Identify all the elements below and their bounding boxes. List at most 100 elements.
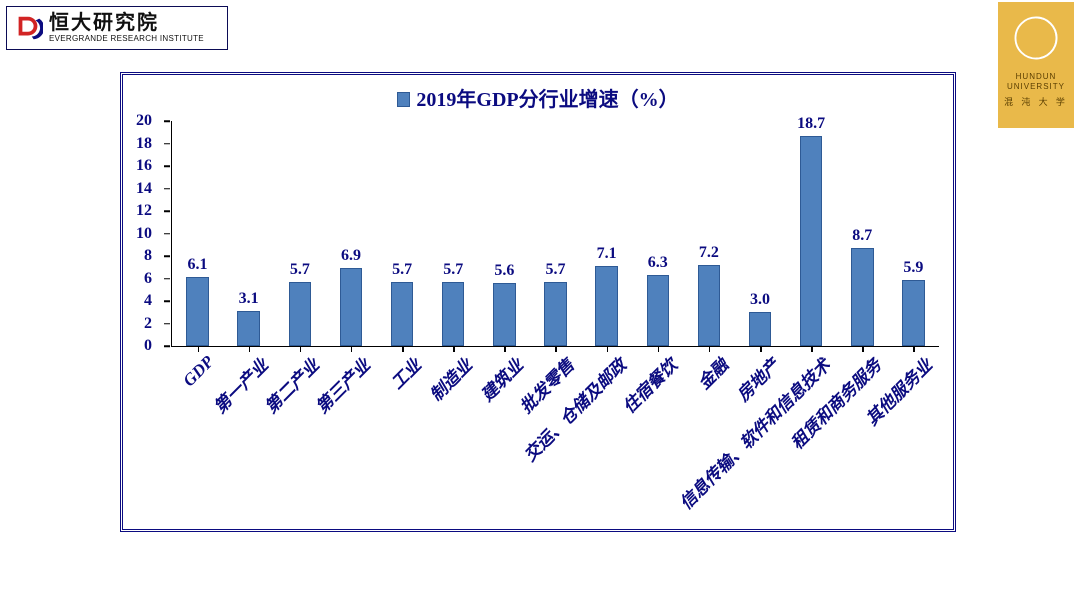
bar-value-label: 3.1 bbox=[239, 290, 259, 308]
bar-slot: 5.6建筑业 bbox=[479, 121, 530, 346]
brand-left-mark bbox=[13, 13, 43, 43]
chart-plot-area: 024681012141618206.1GDP3.1第一产业5.7第二产业6.9… bbox=[171, 121, 939, 347]
y-tick-label: 8 bbox=[144, 247, 152, 265]
x-tick-mark bbox=[198, 346, 200, 352]
y-tick-label: 10 bbox=[136, 225, 152, 243]
x-tick-mark bbox=[351, 346, 353, 352]
bar-value-label: 3.0 bbox=[750, 291, 770, 309]
y-tick-label: 4 bbox=[144, 292, 152, 310]
bar-value-label: 5.7 bbox=[392, 261, 412, 279]
brand-left-text: 恒大研究院 EVERGRANDE RESEARCH INSTITUTE bbox=[49, 13, 204, 43]
bar-value-label: 5.7 bbox=[545, 261, 565, 279]
x-tick-mark bbox=[811, 346, 813, 352]
brand-left-badge: 恒大研究院 EVERGRANDE RESEARCH INSTITUTE bbox=[6, 6, 228, 50]
y-tick-label: 20 bbox=[136, 112, 152, 130]
bar: 5.6 bbox=[493, 283, 515, 346]
y-tick-label: 6 bbox=[144, 270, 152, 288]
bar-slot: 5.7批发零售 bbox=[530, 121, 581, 346]
bar-value-label: 8.7 bbox=[852, 227, 872, 245]
legend-swatch-icon bbox=[397, 92, 410, 107]
bar-slot: 6.9第三产业 bbox=[325, 121, 376, 346]
bar: 6.9 bbox=[340, 268, 362, 346]
bar-value-label: 5.7 bbox=[443, 261, 463, 279]
bar-value-label: 5.6 bbox=[494, 262, 514, 280]
y-tick-mark bbox=[164, 120, 170, 122]
bar-slot: 5.7工业 bbox=[377, 121, 428, 346]
bar: 7.1 bbox=[595, 266, 617, 346]
x-tick-mark bbox=[300, 346, 302, 352]
y-tick-mark bbox=[164, 255, 170, 257]
brand-right-en: HUNDUN UNIVERSITY bbox=[1007, 72, 1065, 91]
brand-left-cn: 恒大研究院 bbox=[49, 13, 204, 33]
y-tick-mark bbox=[164, 210, 170, 212]
bar-slot: 6.1GDP bbox=[172, 121, 223, 346]
x-tick-label: 金融 bbox=[691, 352, 733, 394]
y-tick-mark bbox=[164, 188, 170, 190]
y-tick-label: 0 bbox=[144, 337, 152, 355]
bar: 5.7 bbox=[289, 282, 311, 346]
bar-value-label: 6.1 bbox=[188, 256, 208, 274]
y-tick-label: 18 bbox=[136, 135, 152, 153]
bar: 7.2 bbox=[698, 265, 720, 346]
bar-value-label: 5.7 bbox=[290, 261, 310, 279]
bar: 6.3 bbox=[647, 275, 669, 346]
bar-slot: 7.1交运、仓储及邮政 bbox=[581, 121, 632, 346]
bar-slot: 6.3住宿餐饮 bbox=[632, 121, 683, 346]
bar-slot: 8.7租赁和商务服务 bbox=[837, 121, 888, 346]
y-tick-label: 2 bbox=[144, 315, 152, 333]
bar: 5.7 bbox=[442, 282, 464, 346]
y-tick-mark bbox=[164, 300, 170, 302]
bar: 3.0 bbox=[749, 312, 771, 346]
x-tick-mark bbox=[709, 346, 711, 352]
bar-value-label: 7.2 bbox=[699, 244, 719, 262]
x-tick-mark bbox=[913, 346, 915, 352]
bar-value-label: 6.3 bbox=[648, 254, 668, 272]
chart-legend-title: 2019年GDP分行业增速（%） bbox=[123, 83, 953, 112]
y-tick-label: 12 bbox=[136, 202, 152, 220]
x-tick-label: GDP bbox=[179, 352, 218, 391]
bar-slot: 7.2金融 bbox=[683, 121, 734, 346]
bar: 18.7 bbox=[800, 136, 822, 346]
y-tick-label: 16 bbox=[136, 157, 152, 175]
x-tick-mark bbox=[760, 346, 762, 352]
bar: 6.1 bbox=[186, 277, 208, 346]
bar-slot: 3.0房地产 bbox=[734, 121, 785, 346]
brand-left-en: EVERGRANDE RESEARCH INSTITUTE bbox=[49, 35, 204, 43]
y-tick-mark bbox=[164, 233, 170, 235]
chart-frame: 2019年GDP分行业增速（%） 024681012141618206.1GDP… bbox=[120, 72, 956, 532]
hundun-logo-icon bbox=[1008, 10, 1064, 66]
bar-value-label: 7.1 bbox=[597, 245, 617, 263]
y-tick-mark bbox=[164, 278, 170, 280]
y-tick-mark bbox=[164, 143, 170, 145]
bar-value-label: 18.7 bbox=[797, 115, 825, 133]
bar: 5.9 bbox=[902, 280, 924, 346]
y-tick-label: 14 bbox=[136, 180, 152, 198]
evergrande-logo-icon bbox=[13, 13, 43, 43]
bar-slot: 3.1第一产业 bbox=[223, 121, 274, 346]
y-tick-mark bbox=[164, 323, 170, 325]
x-tick-mark bbox=[862, 346, 864, 352]
x-tick-mark bbox=[453, 346, 455, 352]
bar: 8.7 bbox=[851, 248, 873, 346]
bar-slot: 5.9其他服务业 bbox=[888, 121, 939, 346]
x-tick-mark bbox=[249, 346, 251, 352]
bar-slot: 18.7信息传输、软件和信息技术 bbox=[786, 121, 837, 346]
x-tick-mark bbox=[607, 346, 609, 352]
x-tick-mark bbox=[504, 346, 506, 352]
bar: 5.7 bbox=[544, 282, 566, 346]
bar-value-label: 6.9 bbox=[341, 247, 361, 265]
bar: 5.7 bbox=[391, 282, 413, 346]
x-tick-label-wrap: 其他服务业 bbox=[919, 292, 997, 370]
bar-slot: 5.7第二产业 bbox=[274, 121, 325, 346]
bar-slot: 5.7制造业 bbox=[428, 121, 479, 346]
bar: 3.1 bbox=[237, 311, 259, 346]
x-tick-mark bbox=[555, 346, 557, 352]
chart-title: 2019年GDP分行业增速（%） bbox=[416, 89, 678, 111]
x-tick-mark bbox=[658, 346, 660, 352]
y-tick-mark bbox=[164, 345, 170, 347]
y-tick-mark bbox=[164, 165, 170, 167]
x-tick-mark bbox=[402, 346, 404, 352]
bar-value-label: 5.9 bbox=[903, 259, 923, 277]
brand-right-cn: 混 沌 大 学 bbox=[1004, 95, 1068, 108]
x-tick-label: 工业 bbox=[384, 352, 426, 394]
